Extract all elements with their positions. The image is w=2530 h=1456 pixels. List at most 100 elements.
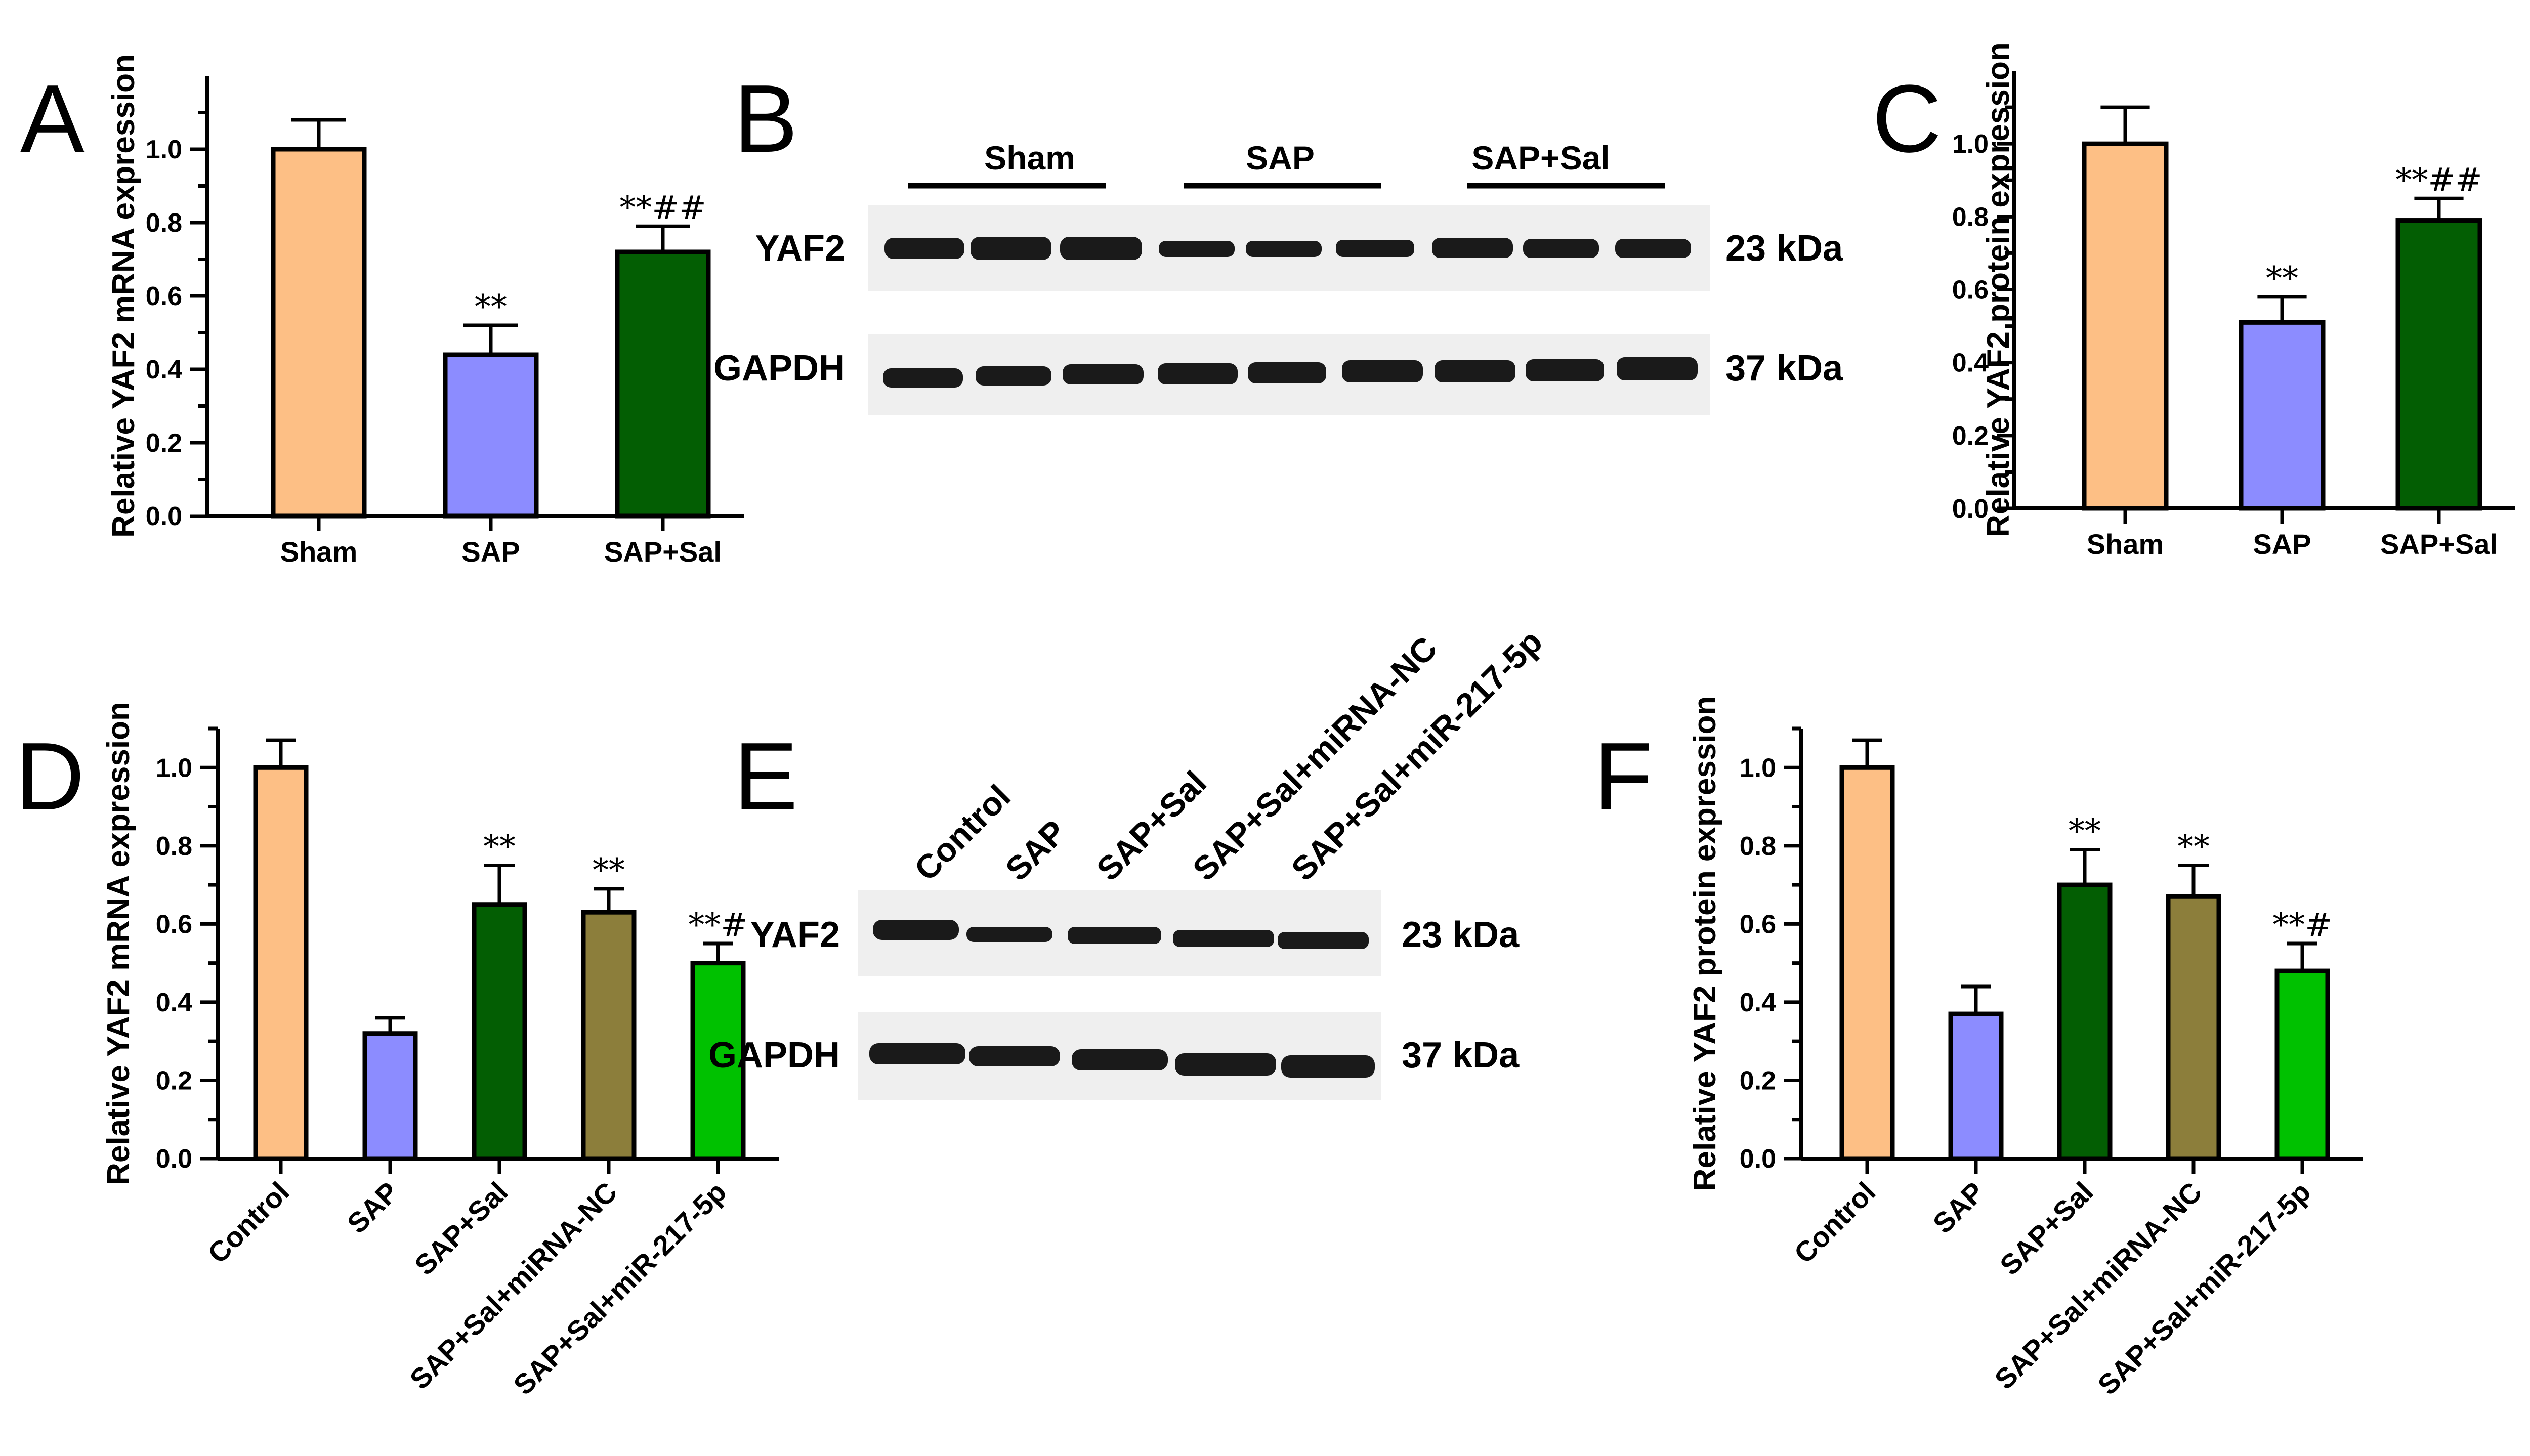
y-tick-label: 0.8	[156, 832, 192, 861]
category-label-sap-sal: SAP+Sal	[1994, 1176, 2099, 1281]
y-axis-label: Relative YAF2 protein expression	[1981, 42, 2016, 537]
chart-d: 0.0 0.2 0.4 0.6 0.8 1.0 Relative YAF2 mRNA exp…	[101, 702, 779, 1401]
bar-sap	[443, 352, 539, 519]
bar-sap-sal	[2395, 218, 2482, 511]
y-tick-label: 0.4	[146, 355, 182, 384]
significance-label: **##	[619, 189, 706, 227]
western-blot-b: Sham SAP SAP+Sal YAF2 23 kDa	[713, 139, 1843, 415]
panel-letter-f: F	[1594, 723, 1653, 830]
blot-b-gapdh-size: 37 kDa	[1725, 348, 1843, 389]
y-tick-label: 0.2	[146, 429, 182, 458]
blot-b-group-sap: SAP	[1246, 139, 1315, 177]
blot-b-group-sham: Sham	[984, 139, 1075, 177]
significance-label: **	[475, 288, 507, 326]
band	[966, 927, 1052, 942]
band	[884, 238, 964, 259]
blot-b-yaf2-bands	[884, 237, 1691, 260]
y-tick-label: 0.2	[1952, 421, 1989, 451]
significance-label: **	[2177, 828, 2210, 866]
band	[1063, 364, 1144, 384]
significance-label: **	[2069, 813, 2101, 850]
blot-e-yaf2-label: YAF2	[750, 915, 840, 955]
blot-e-lane-sap: SAP	[998, 813, 1073, 888]
bar-sap-sal	[2057, 882, 2113, 1161]
band	[1159, 241, 1235, 257]
y-tick-label: 0.8	[146, 208, 182, 238]
category-label-sap: SAP	[1927, 1176, 1991, 1239]
band	[1278, 932, 1369, 949]
western-blot-e: Control SAP SAP+Sal SAP+Sal+miRNA-NC SAP…	[708, 622, 1549, 1100]
band	[1060, 237, 1142, 260]
category-label-sap-sal: SAP+Sal	[2380, 528, 2498, 560]
band	[1072, 1049, 1168, 1070]
band	[1342, 360, 1423, 382]
bar-sap-sal	[615, 249, 711, 519]
y-tick-label: 0.4	[1952, 349, 1989, 378]
band	[1435, 360, 1515, 382]
blot-b-gapdh-bands	[883, 357, 1698, 388]
y-tick-label: 1.0	[1952, 130, 1989, 159]
band	[1336, 240, 1414, 257]
y-tick-label: 0.6	[156, 910, 192, 939]
blot-e-yaf2-bands	[873, 920, 1369, 949]
blot-e-lane-control: Control	[907, 778, 1018, 888]
category-label-sham: Sham	[280, 536, 358, 568]
bar-control	[253, 765, 309, 1161]
y-tick-label: 0.0	[146, 502, 182, 531]
bar-sap	[1948, 1011, 2004, 1161]
band	[1175, 1053, 1276, 1076]
y-tick-label: 0.0	[1740, 1144, 1776, 1174]
y-tick-label: 0.6	[1740, 910, 1776, 939]
band	[869, 1043, 965, 1064]
panel-letter-e: E	[734, 723, 798, 830]
category-label-sap-sal-mir-217-5p: SAP+Sal+miR-217-5p	[507, 1176, 732, 1401]
bar-sap-sal-mirna-nc	[2166, 894, 2221, 1161]
band	[976, 366, 1051, 386]
band	[1248, 362, 1326, 383]
y-tick-label: 0.8	[1952, 202, 1989, 232]
category-label-sap-sal: SAP+Sal	[604, 536, 722, 568]
y-tick-label: 1.0	[156, 753, 192, 783]
band	[971, 237, 1051, 260]
blot-e-yaf2-size: 23 kDa	[1402, 915, 1520, 955]
bar-sap-sal	[472, 902, 527, 1161]
y-tick-label: 0.8	[1740, 832, 1776, 861]
bar-control	[1839, 765, 1895, 1161]
y-tick-label: 0.2	[1740, 1066, 1776, 1095]
category-label-sap: SAP	[461, 536, 520, 568]
chart-f: 0.0 0.2 0.4 0.6 0.8 1.0 Relative YAF2 protein …	[1688, 696, 2363, 1401]
band	[1617, 357, 1698, 380]
category-label-sap: SAP	[341, 1176, 405, 1239]
y-axis-label: Relative YAF2 protein expression	[1688, 696, 1722, 1191]
bar-sap-sal-mir-217-5p	[2274, 968, 2330, 1161]
band	[1281, 1055, 1375, 1078]
blot-b-group-sap-sal: SAP+Sal	[1471, 139, 1610, 177]
y-tick-label: 0.4	[1740, 988, 1776, 1017]
panel-letter-b: B	[734, 65, 798, 173]
band	[1526, 359, 1604, 381]
category-label-sham: Sham	[2087, 528, 2164, 560]
y-axis-label: Relative YAF2 mRNA expression	[106, 54, 141, 538]
blot-e-gapdh-bands	[869, 1043, 1375, 1078]
band	[1158, 363, 1238, 384]
y-tick-label: 0.0	[156, 1144, 192, 1174]
significance-label: **#	[2272, 907, 2332, 944]
y-axis-label: Relative YAF2 mRNA expression	[101, 702, 136, 1185]
blot-e-gapdh-size: 37 kDa	[1402, 1035, 1520, 1076]
significance-label: **	[2266, 260, 2298, 297]
significance-label: **#	[688, 907, 748, 944]
blot-b-gapdh-label: GAPDH	[713, 348, 845, 389]
band	[873, 920, 959, 940]
category-label-sap-sal-mir-217-5p: SAP+Sal+miR-217-5p	[2091, 1176, 2316, 1401]
blot-e-gapdh-label: GAPDH	[708, 1035, 840, 1076]
y-tick-label: 0.6	[1952, 276, 1989, 305]
band	[883, 368, 963, 388]
y-tick-label: 1.0	[146, 135, 182, 164]
panel-letter-d: D	[15, 723, 85, 830]
category-label-control: Control	[1788, 1176, 1881, 1269]
category-label-sap-sal-mirna-nc: SAP+Sal+miRNA-NC	[1988, 1176, 2208, 1395]
significance-label: **	[483, 828, 516, 866]
